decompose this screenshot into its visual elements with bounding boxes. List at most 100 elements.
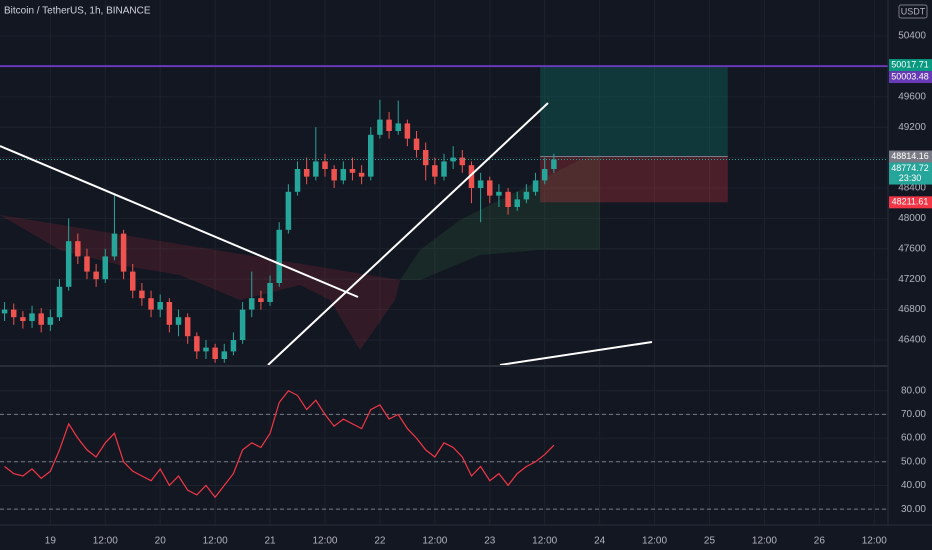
- candle-body: [358, 172, 365, 177]
- candle-body: [221, 351, 228, 359]
- candle-body: [84, 256, 90, 272]
- candle-body: [313, 161, 319, 177]
- x-tick-label: 19: [45, 536, 57, 547]
- x-tick-label: 12:00: [203, 536, 228, 547]
- x-tick-label: 12:00: [642, 536, 667, 547]
- candle-body: [20, 317, 26, 321]
- candle-body: [285, 191, 292, 230]
- candle-body: [267, 283, 273, 303]
- candle-body: [212, 347, 218, 359]
- candle-body: [148, 298, 154, 310]
- candle-body: [477, 180, 484, 189]
- price-tag-label: 48814.16: [891, 151, 929, 161]
- x-tick-label: 22: [374, 536, 386, 547]
- y-tick-label: 48000: [898, 213, 926, 224]
- candle-body: [56, 286, 63, 318]
- y-tick-label: 50.00: [901, 456, 926, 467]
- candle-body: [157, 302, 163, 310]
- candle-body: [65, 241, 72, 287]
- x-tick-label: 12:00: [862, 536, 887, 547]
- position-box: [540, 66, 728, 203]
- candle-body: [184, 317, 191, 337]
- labels: 4640046800472004760048000484004880049200…: [45, 31, 932, 547]
- candle-body: [340, 169, 347, 181]
- candle-body: [10, 309, 17, 318]
- y-tick-label: 60.00: [901, 433, 926, 444]
- marks: [0, 65, 888, 510]
- candle-body: [29, 313, 35, 321]
- candle-body: [432, 165, 438, 177]
- x-tick-label: 20: [155, 536, 167, 547]
- trend-line: [0, 145, 359, 298]
- candle-body: [102, 256, 109, 280]
- x-tick-label: 25: [704, 536, 716, 547]
- currency-box[interactable]: [898, 4, 928, 19]
- x-tick-label: 23: [484, 536, 496, 547]
- candle-body: [1, 309, 8, 314]
- price-tag-label: 50003.48: [891, 71, 929, 81]
- y-tick-label: 40.00: [901, 480, 926, 491]
- price-tag-label: 50017.71: [891, 59, 929, 69]
- candle-body: [166, 302, 173, 325]
- candle-body: [496, 191, 502, 196]
- y-tick-label: 30.00: [901, 504, 926, 515]
- x-tick-label: 12:00: [93, 536, 118, 547]
- price-tag: [889, 196, 932, 209]
- candle-body: [249, 298, 255, 310]
- y-tick-label: 47600: [898, 243, 926, 254]
- pane-separator: [0, 365, 888, 367]
- candle-body: [459, 157, 466, 166]
- x-tick-label: 12:00: [532, 536, 557, 547]
- y-tick-label: 70.00: [901, 409, 926, 420]
- price-tag-label: 48774.72: [891, 163, 929, 173]
- y-tick-label: 46400: [898, 335, 926, 346]
- candle-body: [294, 169, 301, 192]
- x-tick-label: 12:00: [752, 536, 777, 547]
- candle-body: [203, 347, 209, 352]
- price-tag: [889, 71, 932, 84]
- currency[interactable]: USDT: [901, 6, 926, 16]
- candle-body: [129, 271, 136, 291]
- price-tag: [889, 59, 932, 72]
- candle-body: [111, 233, 118, 257]
- candle-body: [120, 233, 127, 272]
- candle-body: [38, 313, 44, 325]
- countdown: 23:30: [899, 173, 922, 183]
- candle-body: [541, 169, 548, 181]
- candle-body: [386, 119, 392, 132]
- y-tick-label: 49200: [898, 122, 926, 133]
- y-tick-label: 46800: [898, 304, 926, 315]
- candle-body: [258, 298, 264, 303]
- candle-body: [194, 336, 200, 352]
- candle-body: [441, 161, 447, 177]
- candle-body: [395, 123, 401, 132]
- candle-body: [349, 169, 356, 173]
- candle-body: [468, 165, 475, 189]
- candle-body: [93, 271, 99, 280]
- candle-body: [322, 161, 328, 170]
- y-tick-label: 47200: [898, 274, 926, 285]
- candle-body: [377, 119, 383, 135]
- candle-body: [230, 339, 237, 352]
- rsi-line: [4, 389, 555, 499]
- candle-body: [139, 290, 145, 299]
- y-tick-label: 49600: [898, 91, 926, 102]
- candle-body: [47, 317, 54, 325]
- candle-body: [523, 191, 530, 200]
- cloud: [0, 215, 400, 350]
- target-zone: [540, 66, 728, 157]
- candle-body: [422, 150, 429, 166]
- candle-body: [551, 159, 557, 170]
- x-tick-label: 12:00: [422, 536, 447, 547]
- candle-body: [239, 309, 246, 340]
- x-tick-label: 24: [594, 536, 606, 547]
- price-axis: [888, 0, 932, 550]
- candle-body: [331, 169, 337, 181]
- trend-line: [267, 102, 549, 366]
- cloud: [400, 155, 600, 280]
- candle-body: [404, 123, 411, 139]
- y-tick-label: 48400: [898, 183, 926, 194]
- candle-body: [175, 317, 182, 325]
- x-tick-label: 21: [264, 536, 276, 547]
